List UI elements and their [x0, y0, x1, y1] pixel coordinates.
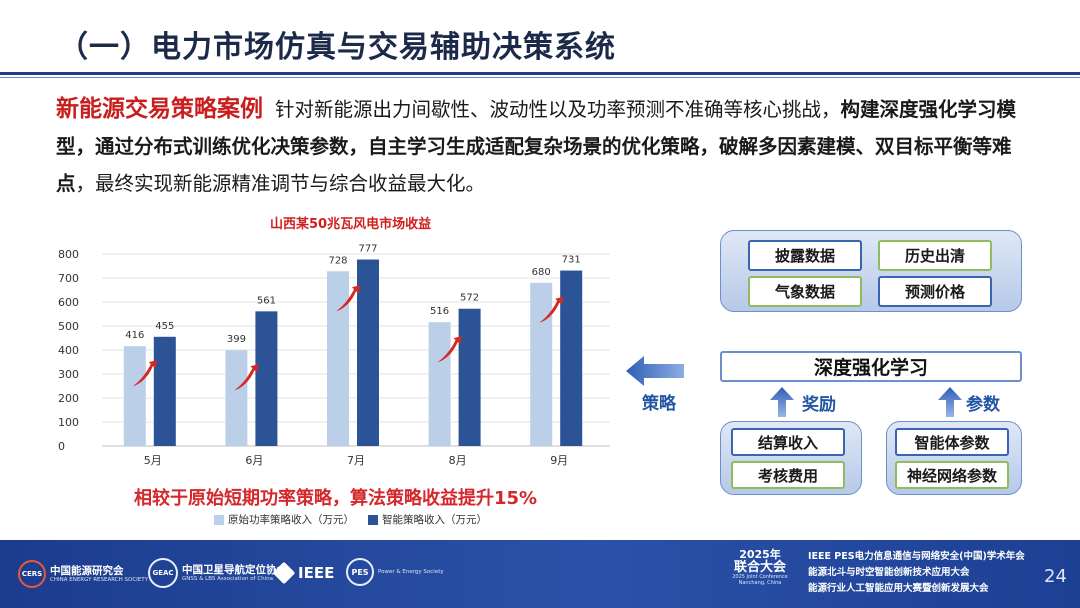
bar	[225, 350, 248, 446]
revenue-bar-chart: 0 100 200 300 400 500 600 700 800 416 455 5月 399 561 6…	[58, 244, 610, 467]
bar	[560, 270, 583, 446]
bar	[458, 308, 481, 446]
growth-arrow-icon	[132, 360, 157, 387]
logo-ieee: IEEE	[272, 561, 335, 585]
legend-label-smart: 智能策略收入（万元）	[382, 514, 487, 526]
growth-arrow-icon	[234, 364, 259, 391]
page-title: （一）电力市场仿真与交易辅助决策系统	[58, 30, 616, 65]
param-label: 参数	[966, 395, 1000, 415]
ieee-diamond-icon	[272, 561, 296, 585]
intro-text-1: 针对新能源出力间歇性、波动性以及功率预测不准确等核心挑战，	[275, 98, 841, 121]
bar	[255, 311, 278, 446]
cers-logo-mark: CERS	[18, 560, 46, 588]
data-label: 561	[257, 295, 276, 306]
y-tick-label: 300	[58, 368, 79, 381]
bar	[123, 346, 146, 446]
data-label: 728	[328, 255, 347, 266]
intro-text-2: ，最终实现新能源精准调节与综合收益最大化。	[75, 172, 486, 195]
geac-logo-mark: GEAC	[148, 558, 178, 588]
x-tick-label: 9月	[550, 454, 568, 467]
y-tick-label: 800	[58, 248, 79, 261]
conference-lines: IEEE PES电力信息通信与网络安全(中国)学术年会 能源北斗与时空智能创新技…	[808, 549, 1025, 597]
footer-bar	[0, 540, 1080, 608]
input-nn-params: 神经网络参数	[895, 461, 1009, 489]
y-tick-label: 0	[58, 440, 65, 453]
reward-label: 奖励	[802, 395, 836, 415]
y-tick-label: 700	[58, 272, 79, 285]
input-historical-clearing: 历史出清	[878, 240, 992, 271]
y-tick-label: 500	[58, 320, 79, 333]
up-arrow-icon	[938, 387, 962, 417]
intro-lead: 新能源交易策略案例	[56, 96, 263, 122]
input-disclosed-data: 披露数据	[748, 240, 862, 271]
conf-name: 联合大会	[733, 560, 786, 576]
x-tick-label: 5月	[144, 454, 162, 467]
input-forecast-price: 预测价格	[878, 276, 992, 307]
data-label: 572	[460, 293, 479, 304]
x-tick-label: 8月	[449, 454, 467, 467]
geac-name: 中国卫星导航定位协会	[182, 563, 287, 576]
deep-rl-box: 深度强化学习	[720, 351, 1022, 382]
intro-paragraph: 新能源交易策略案例 针对新能源出力间歇性、波动性以及功率预测不准确等核心挑战，构建…	[56, 91, 1036, 202]
growth-arrow-icon	[336, 285, 360, 312]
pes-logo-mark: PES	[346, 558, 374, 586]
conf-line-2: 能源北斗与时空智能创新技术应用大会	[808, 567, 970, 578]
bar	[530, 282, 553, 446]
legend-label-baseline: 原始功率策略收入（万元）	[228, 514, 354, 526]
data-label: 455	[155, 321, 174, 332]
y-tick-label: 100	[58, 416, 79, 429]
logo-geac: GEAC 中国卫星导航定位协会 GNSS & LBS Association o…	[148, 558, 287, 588]
title-divider-thin	[0, 77, 1080, 78]
logo-cers: CERS 中国能源研究会 CHINA ENERGY RESEARCH SOCIE…	[18, 560, 148, 588]
logo-pes: PES Power & Energy Society	[346, 558, 444, 586]
chart-title: 山西某50兆瓦风电市场收益	[270, 217, 432, 232]
y-tick-label: 400	[58, 344, 79, 357]
input-settlement-income: 结算收入	[731, 428, 845, 456]
title-divider	[0, 72, 1080, 75]
data-label: 416	[125, 330, 144, 341]
ieee-name: IEEE	[298, 564, 335, 582]
conf-year: 2025年	[739, 548, 781, 561]
growth-arrow-icon	[539, 296, 564, 323]
x-tick-label: 6月	[245, 454, 263, 467]
conf-sub: 2025 Joint Conference Nanchang, China	[732, 574, 788, 586]
bar	[153, 336, 176, 446]
input-weather-data: 气象数据	[748, 276, 862, 307]
geac-sub: GNSS & LBS Association of China	[182, 575, 273, 582]
data-label: 399	[227, 334, 246, 345]
data-label: 680	[532, 267, 551, 278]
input-assessment-cost: 考核费用	[731, 461, 845, 489]
growth-arrow-icon	[437, 336, 462, 363]
cers-sub: CHINA ENERGY RESEARCH SOCIETY	[50, 576, 148, 583]
legend-item-baseline: 原始功率策略收入（万元）	[214, 512, 354, 527]
strategy-label: 策略	[642, 394, 676, 414]
data-label: 777	[358, 244, 377, 255]
conf-line-3: 能源行业人工智能应用大赛暨创新发展大会	[808, 583, 989, 594]
conf-line-1: IEEE PES电力信息通信与网络安全(中国)学术年会	[808, 551, 1025, 562]
legend-item-smart: 智能策略收入（万元）	[368, 512, 487, 527]
y-tick-label: 600	[58, 296, 79, 309]
data-label: 731	[562, 255, 581, 266]
bar	[428, 322, 451, 446]
bar	[357, 259, 379, 446]
data-label: 516	[430, 306, 449, 317]
cers-name: 中国能源研究会	[50, 564, 124, 577]
bar	[327, 271, 349, 446]
chart-callout: 相较于原始短期功率策略，算法策略收益提升15%	[134, 488, 538, 509]
up-arrow-icon	[770, 387, 794, 417]
legend-swatch-baseline	[214, 514, 224, 525]
y-tick-label: 200	[58, 392, 79, 405]
page-number: 24	[1044, 566, 1067, 587]
legend-swatch-smart	[368, 514, 378, 525]
chart-legend: 原始功率策略收入（万元） 智能策略收入（万元）	[214, 512, 487, 527]
left-arrow-icon	[626, 356, 684, 386]
conference-logo: 2025年 联合大会 2025 Joint Conference Nanchan…	[730, 548, 790, 586]
x-tick-label: 7月	[347, 454, 365, 467]
intro-bold: 构建深度强化学习模型，通过分布式训练优化决策参数，自主学习生成适配复杂场景的优化…	[56, 98, 1017, 195]
pes-sub: Power & Energy Society	[378, 568, 444, 575]
input-agent-params: 智能体参数	[895, 428, 1009, 456]
